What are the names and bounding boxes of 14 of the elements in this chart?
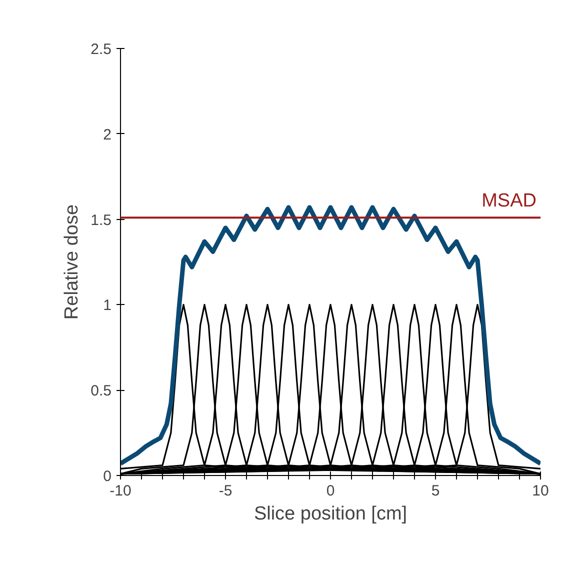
y-tick-label: 2.5 — [90, 41, 112, 58]
x-tick-label: 0 — [326, 482, 335, 500]
y-axis-title: Relative dose — [62, 204, 83, 320]
y-tick-label: 2 — [103, 126, 112, 144]
x-tick-label: -5 — [218, 482, 232, 500]
x-axis-title: Slice position [cm] — [254, 504, 408, 524]
y-tick-label: 0.5 — [90, 382, 112, 400]
x-tick-label: -10 — [110, 482, 132, 500]
y-tick-label: 1 — [103, 297, 112, 314]
ref-line-label: MSAD — [482, 190, 537, 212]
y-tick-label: 1.5 — [90, 212, 112, 229]
y-tick-label: 0 — [103, 468, 112, 485]
x-tick-label: 10 — [532, 482, 549, 500]
x-tick-label: 5 — [431, 482, 440, 500]
